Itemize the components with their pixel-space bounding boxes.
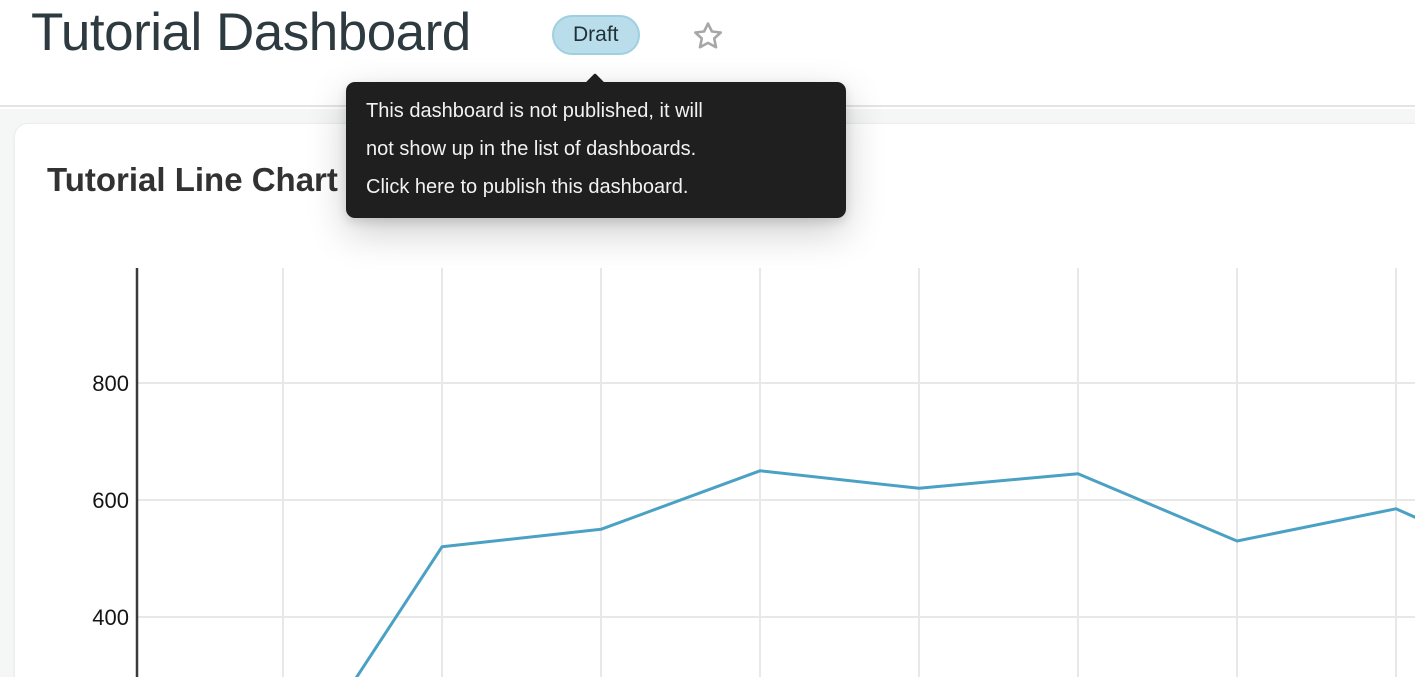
page-title: Tutorial Dashboard bbox=[31, 3, 471, 62]
publish-tooltip[interactable]: This dashboard is not published, it will… bbox=[346, 82, 846, 218]
tooltip-text-line: This dashboard is not published, it will bbox=[366, 100, 703, 122]
chart-card-title: Tutorial Line Chart bbox=[47, 161, 338, 198]
star-icon bbox=[692, 20, 724, 52]
tooltip-text-line: not show up in the list of dashboards. bbox=[366, 138, 697, 160]
draft-status-label: Draft bbox=[573, 23, 619, 46]
favorite-star-button[interactable] bbox=[691, 19, 725, 53]
draft-status-badge[interactable]: Draft bbox=[552, 15, 640, 55]
tooltip-text-line: Click here to publish this dashboard. bbox=[366, 176, 689, 198]
